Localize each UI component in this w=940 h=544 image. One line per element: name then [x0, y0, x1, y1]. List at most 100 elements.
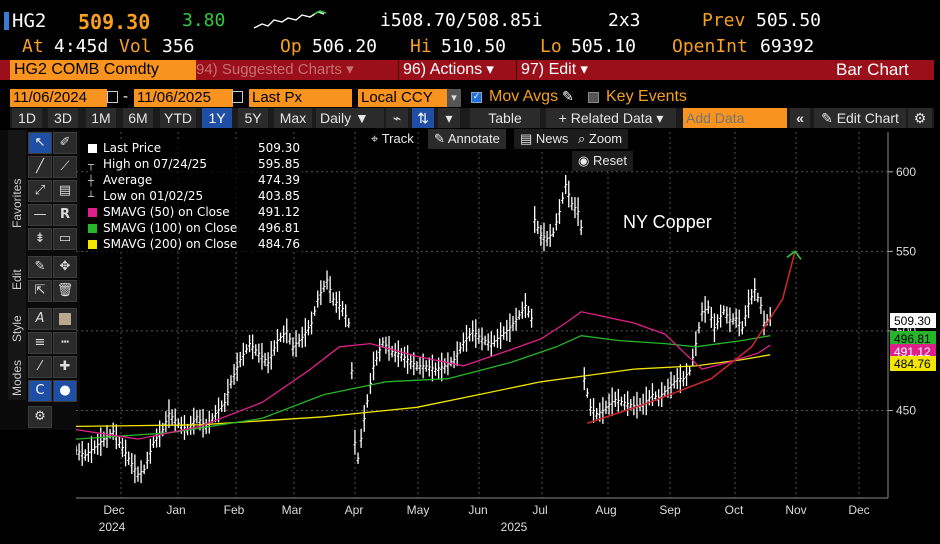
last-price: 509.30	[78, 10, 151, 34]
x-tick-label: Sep	[659, 503, 681, 517]
settings-gear-icon[interactable]: ⚙	[28, 406, 52, 428]
news-button[interactable]: ▤ News	[514, 129, 575, 149]
range-ytd[interactable]: YTD	[160, 108, 196, 128]
period-select[interactable]: Daily ▼	[316, 108, 384, 128]
open-label: Op	[280, 36, 302, 57]
trash-icon[interactable]: 🗑	[53, 280, 77, 302]
track-button[interactable]: ⌖ Track	[365, 129, 420, 149]
x-tick-label: Dec	[103, 503, 124, 517]
tab-favorites[interactable]: Favorites	[10, 178, 24, 228]
chevron-down-icon[interactable]: ▾	[447, 89, 461, 107]
chart-annotation[interactable]: NY Copper	[623, 212, 712, 232]
key-events-checkbox[interactable]	[588, 92, 599, 103]
legend-label: High on 07/24/25	[103, 157, 208, 171]
tab-style[interactable]: Style	[10, 315, 24, 342]
edit-menu[interactable]: 97) Edit ▾	[516, 60, 592, 80]
tab-modes[interactable]: Modes	[10, 359, 24, 396]
fibonacci-icon[interactable]: ⇟	[28, 228, 52, 250]
reset-label: Reset	[592, 153, 627, 168]
crosshair-mode-icon[interactable]: ⁄	[28, 356, 52, 378]
ray-tool-icon[interactable]: ⟋	[53, 156, 77, 178]
trend-channel-icon[interactable]: ⤢	[28, 180, 52, 202]
trend-arrow-head	[786, 250, 802, 260]
range-1d[interactable]: 1D	[12, 108, 42, 128]
color-swatch	[59, 312, 71, 325]
gear-icon[interactable]: ⚙	[908, 108, 932, 128]
horizontal-line-icon[interactable]: —	[28, 204, 52, 226]
palette-icon[interactable]: ●	[53, 380, 77, 402]
parallel-lines-icon[interactable]: ▤	[53, 180, 77, 202]
bid-ask-size: 2x3	[608, 10, 641, 31]
price-tag-label: 509.30	[894, 314, 931, 328]
range-5y[interactable]: 5Y	[238, 108, 268, 128]
pencil-icon[interactable]: ✎	[562, 89, 574, 105]
annotate-pen-icon[interactable]: ✐	[53, 132, 77, 154]
chart-legend: Last Price 509.30 ┬ High on 07/24/25 595.…	[88, 140, 302, 252]
magnet-icon[interactable]: ✚	[53, 356, 77, 378]
collapse-panel-icon[interactable]: «	[790, 108, 810, 128]
related-data-menu[interactable]: + Related Data ▾	[546, 108, 676, 128]
annotate-button[interactable]: ✎ Annotate	[428, 129, 506, 149]
x-tick-label: Jan	[166, 503, 185, 517]
reset-button[interactable]: ◉ Reset	[572, 151, 633, 171]
sma50-line	[76, 311, 771, 440]
quote-time: 4:45d	[54, 36, 109, 57]
start-date-input[interactable]: 11/06/2024	[10, 89, 107, 107]
actions-label: 96) Actions	[403, 61, 483, 78]
line-chart-icon[interactable]: ⌁	[386, 108, 408, 128]
x-tick-label: Dec	[848, 503, 869, 517]
line-weight-icon[interactable]: ≡	[28, 332, 52, 354]
tab-edit[interactable]: Edit	[10, 269, 24, 290]
low-marker-icon: ┴	[88, 192, 95, 203]
fill-color-icon[interactable]	[53, 308, 77, 330]
select-plus-icon[interactable]: ⇱	[28, 280, 52, 302]
legend-value: 496.81	[258, 221, 300, 235]
actions-menu[interactable]: 96) Actions ▾	[398, 60, 498, 80]
cycle-mode-icon[interactable]: C	[28, 380, 52, 402]
add-data-input[interactable]	[683, 108, 787, 128]
suggested-charts-menu[interactable]: 94) Suggested Charts ▾	[196, 60, 354, 80]
edit-label: 97) Edit	[521, 61, 577, 78]
range-3d[interactable]: 3D	[48, 108, 78, 128]
range-1y[interactable]: 1Y	[202, 108, 232, 128]
range-1m[interactable]: 1M	[86, 108, 116, 128]
mov-avgs-checkbox[interactable]: ✓	[471, 92, 482, 103]
move-icon[interactable]: ✥	[53, 256, 77, 278]
year-label: 2025	[501, 520, 528, 534]
text-tool-icon[interactable]: R	[53, 204, 77, 226]
legend-swatch	[88, 240, 97, 249]
chevron-down-icon: ▾	[486, 61, 494, 78]
pointer-icon[interactable]: ↖	[28, 132, 52, 154]
calendar-icon[interactable]	[232, 91, 243, 103]
legend-sma50: SMAVG (50) on Close 491.12	[88, 204, 302, 220]
currency-select[interactable]: Local CCY	[358, 89, 447, 107]
related-data-label: + Related Data	[558, 110, 653, 126]
price-tag-bg	[890, 313, 936, 328]
rectangle-tool-icon[interactable]: ▭	[53, 228, 77, 250]
draw-pencil-icon[interactable]: ✎	[28, 256, 52, 278]
legend-value: 484.76	[258, 237, 300, 251]
ticker: HG2	[12, 10, 47, 32]
table-button[interactable]: Table	[470, 108, 540, 128]
mov-avgs-label[interactable]: Mov Avgs	[489, 88, 559, 105]
range-max[interactable]: Max	[274, 108, 312, 128]
price-field-select[interactable]: Last Px	[249, 89, 352, 107]
edit-chart-label: Edit Chart	[836, 110, 899, 126]
bar-chart-icon[interactable]: ⇅	[412, 108, 434, 128]
line-style-icon[interactable]: ┅	[53, 332, 77, 354]
key-events-label[interactable]: Key Events	[606, 88, 687, 105]
calendar-icon[interactable]	[107, 91, 118, 103]
chart-style-dropdown[interactable]: ▾	[438, 108, 460, 128]
legend-swatch	[88, 224, 97, 233]
price-tag-label: 496.81	[894, 332, 931, 346]
zoom-button[interactable]: ⌕ Zoom	[572, 129, 629, 149]
edit-chart-button[interactable]: ✎ Edit Chart	[814, 108, 906, 128]
end-date-input[interactable]: 11/06/2025	[134, 89, 233, 107]
line-tool-icon[interactable]: ╱	[28, 156, 52, 178]
font-style-icon[interactable]: A	[28, 308, 52, 330]
x-tick-label: Nov	[785, 503, 806, 517]
range-6m[interactable]: 6M	[123, 108, 153, 128]
security-field[interactable]: HG2 COMB Comdty	[10, 60, 196, 80]
sma200-line	[76, 354, 771, 428]
